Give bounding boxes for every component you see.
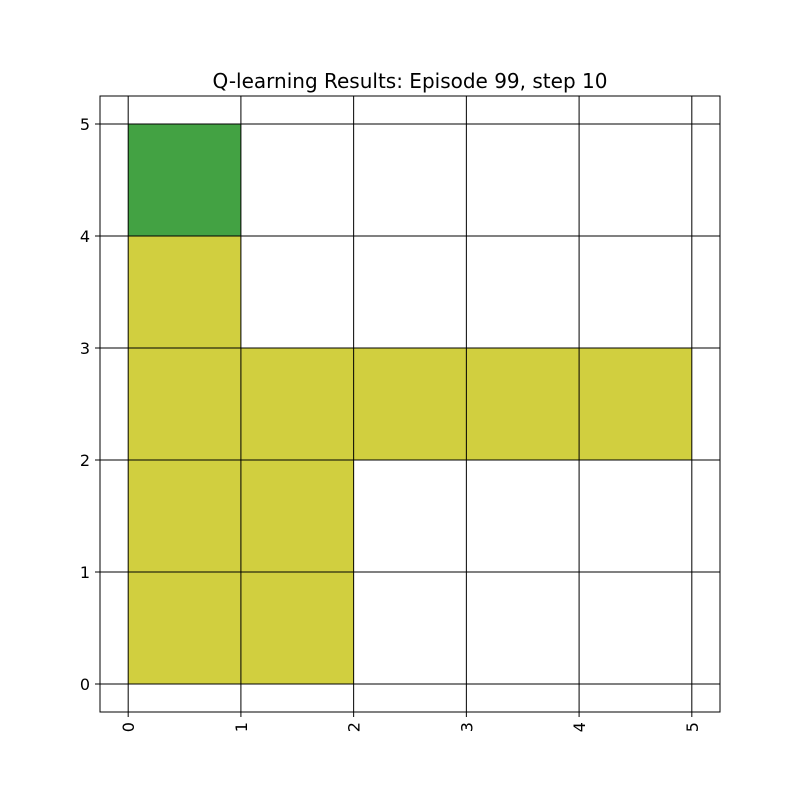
grid-cell-path — [466, 348, 580, 460]
x-tick-label: 4 — [570, 722, 589, 732]
y-tick-label: 0 — [80, 675, 90, 694]
y-axis: 0 1 2 3 4 5 — [80, 115, 100, 694]
y-tick-label: 1 — [80, 563, 90, 582]
x-tick-label: 2 — [345, 722, 364, 732]
x-tick-label: 1 — [232, 722, 251, 732]
y-tick-label: 4 — [80, 227, 90, 246]
grid-cell-path — [240, 348, 354, 460]
x-tick-label: 0 — [119, 722, 138, 732]
x-axis: 0 1 2 3 4 5 — [119, 712, 702, 732]
axes-frame — [99, 95, 721, 713]
chart-title: Q-learning Results: Episode 99, step 10 — [213, 69, 608, 93]
grid-cell-path — [128, 348, 241, 460]
y-tick-label: 5 — [80, 115, 90, 134]
grid-cell-path — [128, 572, 241, 684]
grid-cell-path — [353, 348, 467, 460]
grid-cell-path — [240, 460, 354, 572]
x-tick-label: 3 — [457, 722, 476, 732]
cells-layer — [128, 124, 692, 684]
y-tick-label: 3 — [80, 339, 90, 358]
grid-cell-agent — [128, 124, 241, 236]
grid-cell-path — [128, 460, 241, 572]
grid-layer — [100, 96, 720, 712]
y-tick-label: 2 — [80, 451, 90, 470]
grid-cell-path — [240, 572, 354, 684]
grid-cell-path — [128, 236, 241, 348]
grid-cell-path — [579, 348, 692, 460]
x-tick-label: 5 — [683, 722, 702, 732]
